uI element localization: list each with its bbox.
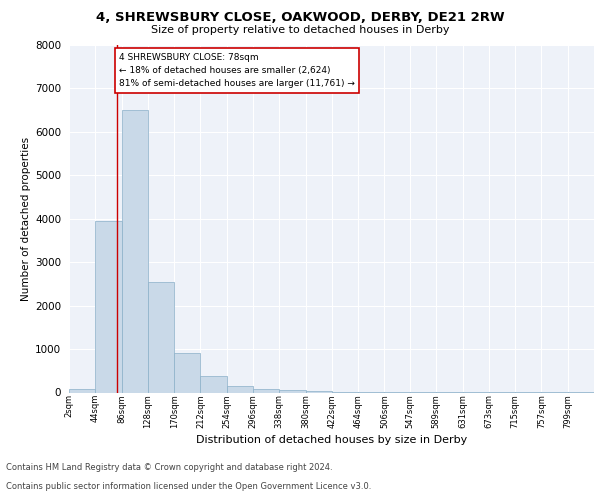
Text: Size of property relative to detached houses in Derby: Size of property relative to detached ho… <box>151 25 449 35</box>
Bar <box>95 221 122 392</box>
Text: 4 SHREWSBURY CLOSE: 78sqm
← 18% of detached houses are smaller (2,624)
81% of se: 4 SHREWSBURY CLOSE: 78sqm ← 18% of detac… <box>119 53 355 88</box>
Text: Contains public sector information licensed under the Open Government Licence v3: Contains public sector information licen… <box>6 482 371 491</box>
Y-axis label: Number of detached properties: Number of detached properties <box>21 136 31 301</box>
Bar <box>148 282 174 393</box>
Bar <box>69 390 95 392</box>
Bar <box>279 390 305 392</box>
X-axis label: Distribution of detached houses by size in Derby: Distribution of detached houses by size … <box>196 435 467 445</box>
Bar <box>122 110 148 393</box>
Bar <box>253 388 279 392</box>
Text: 4, SHREWSBURY CLOSE, OAKWOOD, DERBY, DE21 2RW: 4, SHREWSBURY CLOSE, OAKWOOD, DERBY, DE2… <box>95 11 505 24</box>
Bar <box>174 354 200 393</box>
Bar <box>305 391 332 392</box>
Bar <box>227 386 253 392</box>
Bar <box>200 376 227 392</box>
Text: Contains HM Land Registry data © Crown copyright and database right 2024.: Contains HM Land Registry data © Crown c… <box>6 464 332 472</box>
